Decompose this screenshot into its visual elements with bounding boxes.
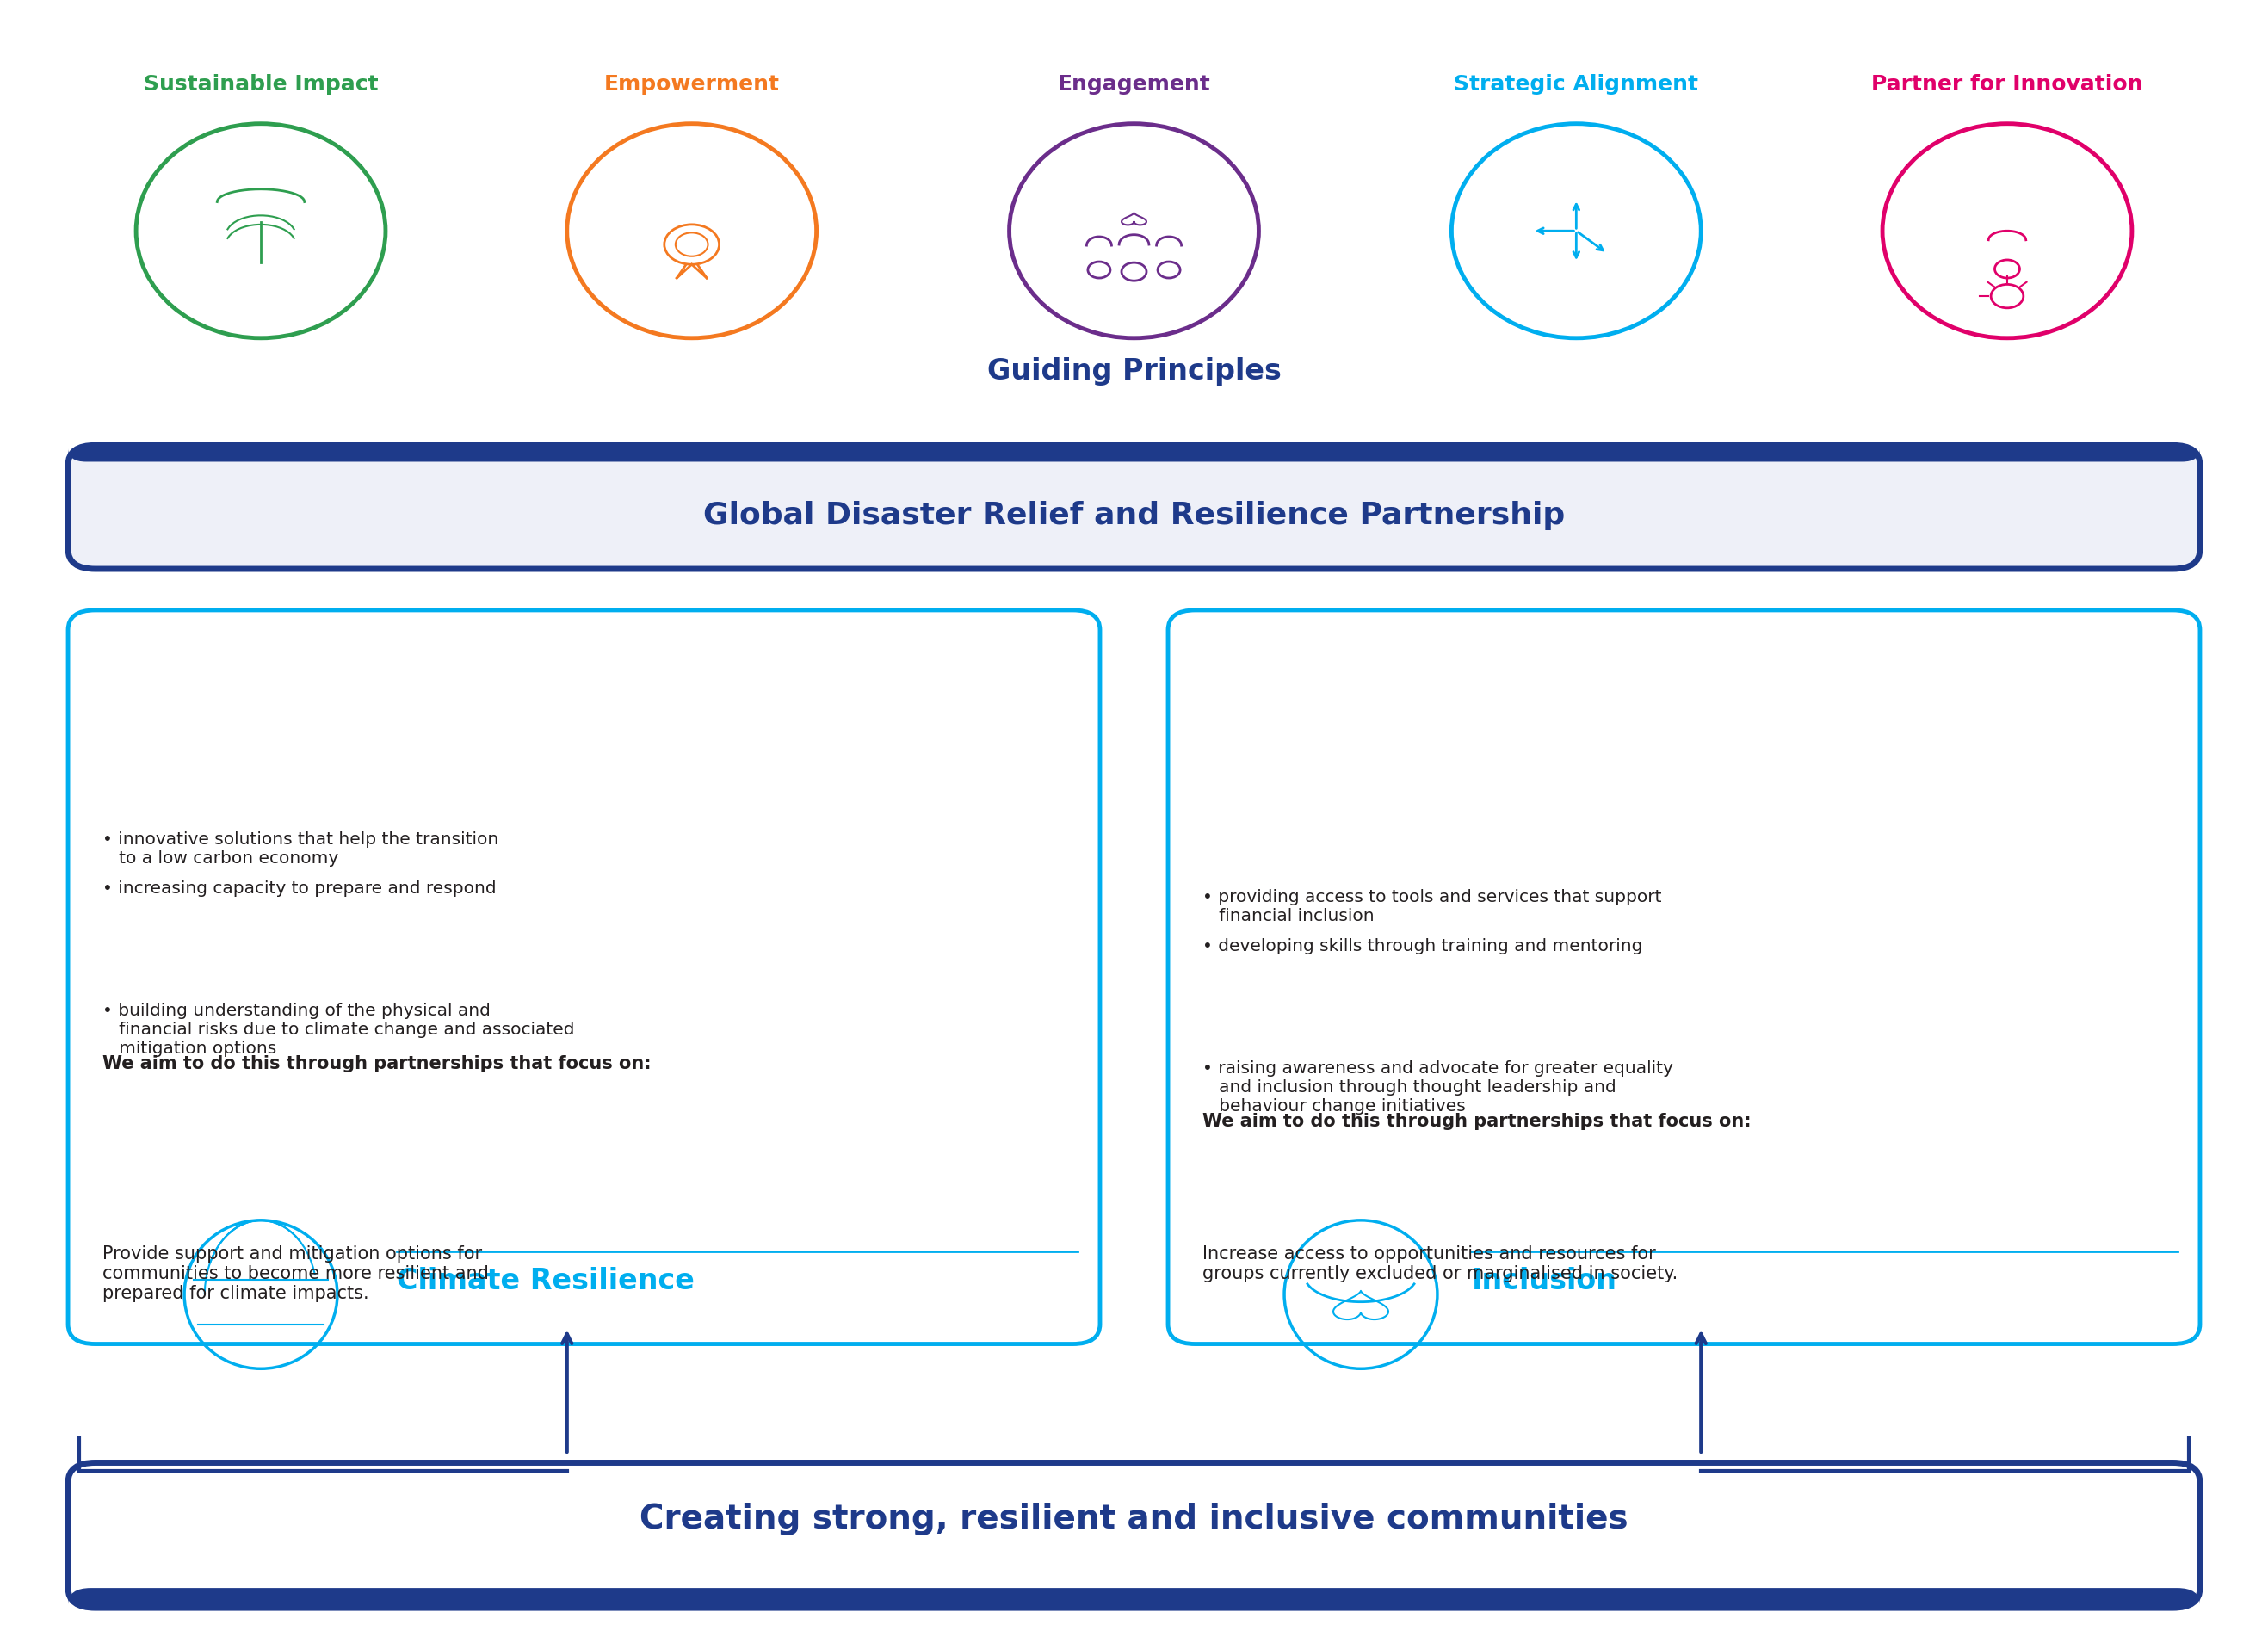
- Text: Provide support and mitigation options for
communities to become more resilient : Provide support and mitigation options f…: [102, 1245, 488, 1303]
- Text: Global Disaster Relief and Resilience Partnership: Global Disaster Relief and Resilience Pa…: [703, 501, 1565, 529]
- Text: • increasing capacity to prepare and respond: • increasing capacity to prepare and res…: [102, 881, 497, 897]
- FancyBboxPatch shape: [68, 1588, 2200, 1608]
- FancyBboxPatch shape: [68, 445, 2200, 462]
- Text: • raising awareness and advocate for greater equality
   and inclusion through t: • raising awareness and advocate for gre…: [1202, 1060, 1674, 1115]
- Text: • developing skills through training and mentoring: • developing skills through training and…: [1202, 938, 1642, 955]
- FancyBboxPatch shape: [68, 445, 2200, 569]
- Text: • providing access to tools and services that support
   financial inclusion: • providing access to tools and services…: [1202, 889, 1660, 923]
- Text: Guiding Principles: Guiding Principles: [987, 356, 1281, 386]
- Text: Sustainable Impact: Sustainable Impact: [143, 74, 379, 96]
- Text: Inclusion: Inclusion: [1472, 1266, 1617, 1296]
- FancyBboxPatch shape: [1168, 610, 2200, 1344]
- Text: Increase access to opportunities and resources for
groups currently excluded or : Increase access to opportunities and res…: [1202, 1245, 1678, 1283]
- Text: Climate Resilience: Climate Resilience: [397, 1266, 694, 1296]
- Text: • building understanding of the physical and
   financial risks due to climate c: • building understanding of the physical…: [102, 1003, 574, 1057]
- Text: Creating strong, resilient and inclusive communities: Creating strong, resilient and inclusive…: [640, 1502, 1628, 1535]
- Text: We aim to do this through partnerships that focus on:: We aim to do this through partnerships t…: [1202, 1113, 1751, 1130]
- FancyBboxPatch shape: [68, 1463, 2200, 1608]
- Text: Empowerment: Empowerment: [603, 74, 780, 96]
- Text: • innovative solutions that help the transition
   to a low carbon economy: • innovative solutions that help the tra…: [102, 831, 499, 866]
- Text: We aim to do this through partnerships that focus on:: We aim to do this through partnerships t…: [102, 1055, 651, 1072]
- Text: Strategic Alignment: Strategic Alignment: [1454, 74, 1699, 96]
- FancyBboxPatch shape: [68, 610, 1100, 1344]
- Text: Engagement: Engagement: [1057, 74, 1211, 96]
- Text: Partner for Innovation: Partner for Innovation: [1871, 74, 2143, 96]
